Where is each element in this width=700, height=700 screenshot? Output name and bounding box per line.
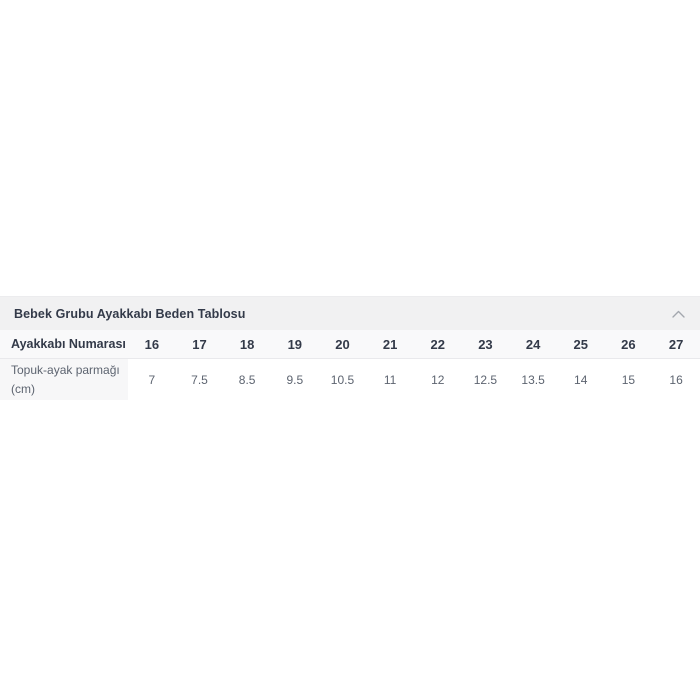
- measure-cell: 7: [128, 358, 176, 400]
- measure-cell: 10.5: [318, 358, 367, 400]
- measure-cell: 16: [652, 358, 700, 400]
- measure-cell: 7.5: [175, 358, 224, 400]
- size-cell: 18: [223, 330, 271, 359]
- table-row-shoe-number: Ayakkabı Numarası 16 17 18 19 20 21 22 2…: [0, 330, 700, 359]
- measure-cell: 13.5: [509, 358, 557, 400]
- row-label-line-1: Topuk-ayak parmağı: [11, 362, 120, 377]
- size-cell: 22: [413, 330, 462, 359]
- row-label-heel-toe-cm: Topuk-ayak parmağı (cm): [0, 358, 128, 400]
- measure-cell: 14: [556, 358, 605, 400]
- chevron-up-icon[interactable]: [670, 306, 686, 322]
- size-cell: 20: [318, 330, 367, 359]
- measure-cell: 8.5: [223, 358, 271, 400]
- size-cell: 23: [461, 330, 510, 359]
- size-cell: 16: [128, 330, 176, 359]
- size-cell: 19: [270, 330, 319, 359]
- measure-cell: 11: [366, 358, 414, 400]
- table-row-heel-toe-cm: Topuk-ayak parmağı (cm) 7 7.5 8.5 9.5 10…: [0, 358, 700, 400]
- row-label-line-2: (cm): [11, 381, 35, 396]
- row-label-shoe-number: Ayakkabı Numarası: [0, 330, 128, 359]
- accordion-title: Bebek Grubu Ayakkabı Beden Tablosu: [14, 306, 246, 321]
- measure-cell: 12: [413, 358, 462, 400]
- size-cell: 26: [604, 330, 653, 359]
- size-chart-panel: Bebek Grubu Ayakkabı Beden Tablosu Ayakk…: [0, 296, 700, 400]
- size-cell: 21: [366, 330, 414, 359]
- size-cell: 25: [556, 330, 605, 359]
- measure-cell: 9.5: [270, 358, 319, 400]
- size-cell: 24: [509, 330, 557, 359]
- size-table: Ayakkabı Numarası 16 17 18 19 20 21 22 2…: [0, 330, 700, 400]
- size-cell: 27: [652, 330, 700, 359]
- size-chart-accordion-header[interactable]: Bebek Grubu Ayakkabı Beden Tablosu: [0, 296, 700, 330]
- measure-cell: 15: [604, 358, 653, 400]
- size-cell: 17: [175, 330, 224, 359]
- measure-cell: 12.5: [461, 358, 510, 400]
